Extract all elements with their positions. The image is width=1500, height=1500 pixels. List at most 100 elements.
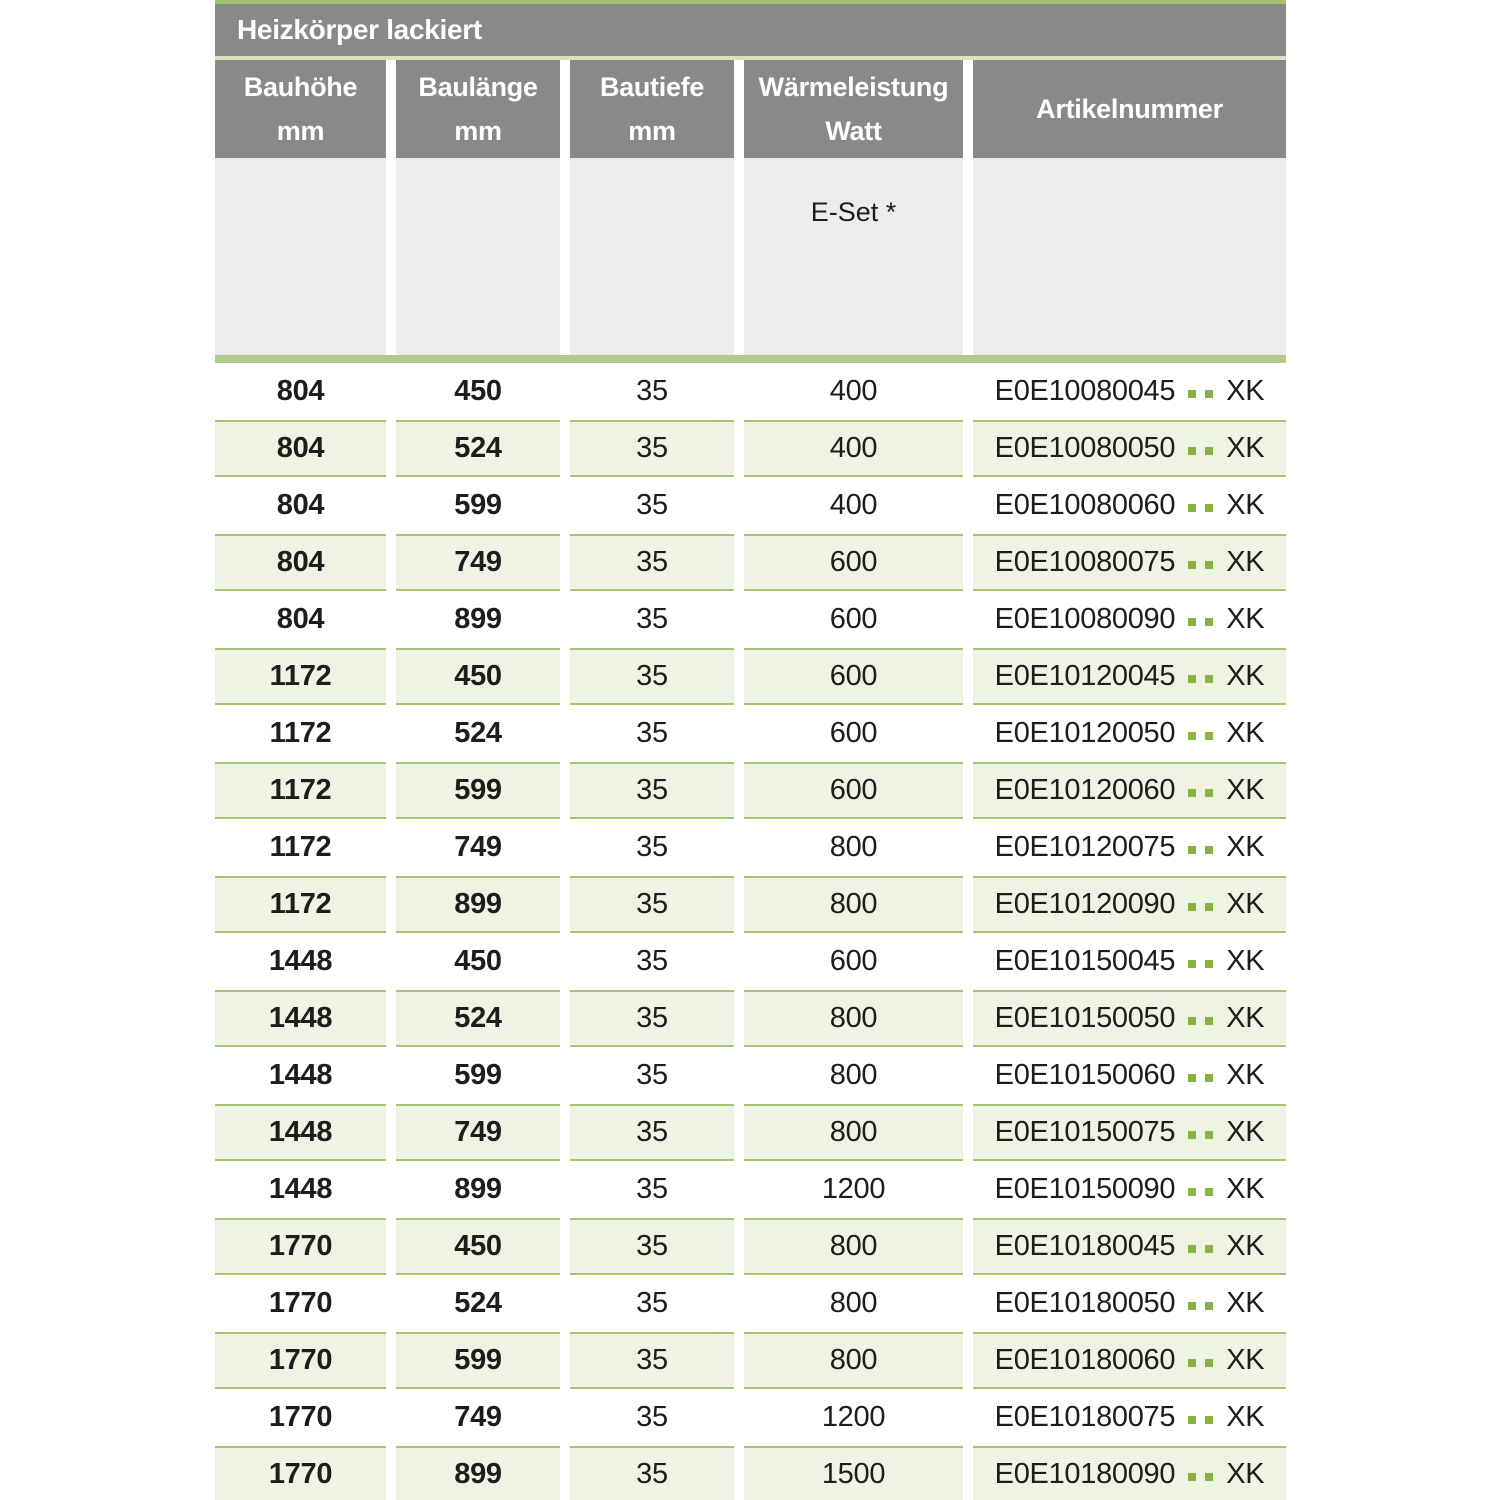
green-dot-icon xyxy=(1205,1017,1214,1025)
artikel-prefix: E0E10180075 xyxy=(994,1401,1176,1433)
cell-bautiefe: 35 xyxy=(570,1104,734,1161)
cell-artikelnummer: E0E10080050 XK xyxy=(973,420,1286,477)
subheader-baulaenge xyxy=(396,158,560,355)
cell-artikelnummer: E0E10080075 XK xyxy=(973,534,1286,591)
green-dot-icon xyxy=(1188,789,1197,797)
table-row: 1172 899 35 800 E0E10120090 XK xyxy=(215,876,1286,933)
cell-watt: 600 xyxy=(829,603,878,635)
cell-watt: 800 xyxy=(829,831,878,863)
table-row: 1172 749 35 800 E0E10120075 XK xyxy=(215,819,1286,876)
cell-bauhoehe: 1448 xyxy=(215,1104,386,1161)
artikelnummer-value: E0E10080045 XK xyxy=(995,375,1265,408)
artikel-suffix: XK xyxy=(1226,1230,1265,1262)
cell-bautiefe: 35 xyxy=(636,831,668,863)
green-dot-icon xyxy=(1188,618,1197,626)
green-dot-icon xyxy=(1205,846,1214,854)
cell-artikelnummer: E0E10150075 XK xyxy=(973,1104,1286,1161)
artikel-prefix: E0E10080050 xyxy=(994,432,1176,464)
artikel-suffix: XK xyxy=(1226,1344,1265,1376)
cell-baulaenge: 450 xyxy=(396,1218,560,1275)
cell-artikelnummer: E0E10150060 XK xyxy=(973,1047,1286,1104)
artikel-suffix: XK xyxy=(1226,1287,1265,1319)
cell-baulaenge: 599 xyxy=(454,489,502,521)
e-set-label: E-Set * xyxy=(810,197,897,227)
cell-bautiefe: 35 xyxy=(570,990,734,1047)
cell-watt: 1200 xyxy=(821,1401,886,1433)
cell-bauhoehe: 1172 xyxy=(269,831,332,863)
cell-bautiefe: 35 xyxy=(570,534,734,591)
cell-artikelnummer: E0E10080060 XK xyxy=(973,477,1286,534)
cell-baulaenge: 899 xyxy=(454,603,502,635)
artikel-prefix: E0E10180045 xyxy=(994,1230,1176,1262)
cell-baulaenge: 749 xyxy=(454,831,502,863)
header-baulaenge-label: Baulänge xyxy=(418,72,538,102)
cell-watt: 600 xyxy=(744,534,963,591)
cell-bautiefe: 35 xyxy=(570,648,734,705)
artikel-suffix: XK xyxy=(1226,1458,1265,1490)
artikel-prefix: E0E10120045 xyxy=(994,660,1176,692)
cell-bauhoehe: 1770 xyxy=(268,1287,333,1319)
cell-bauhoehe: 804 xyxy=(215,420,386,477)
artikel-prefix: E0E10180050 xyxy=(994,1287,1176,1319)
cell-watt: 400 xyxy=(829,375,878,407)
header-artikelnummer-label: Artikelnummer xyxy=(1036,94,1223,124)
cell-watt: 600 xyxy=(829,945,878,977)
header-bauhoehe-label: Bauhöhe xyxy=(243,72,358,102)
cell-artikelnummer: E0E10150090 XK xyxy=(973,1161,1286,1218)
cell-artikelnummer: E0E10180075 XK xyxy=(973,1389,1286,1446)
table-row: 1448 749 35 800 E0E10150075 XK xyxy=(215,1104,1286,1161)
artikelnummer-value: E0E10080060 XK xyxy=(995,489,1265,522)
green-dot-icon xyxy=(1188,1473,1197,1481)
table-title-bar: Heizkörper lackiert xyxy=(215,4,1286,56)
cell-bauhoehe: 1770 xyxy=(215,1332,386,1389)
cell-baulaenge: 450 xyxy=(454,945,502,977)
artikelnummer-value: E0E10080050 XK xyxy=(995,432,1265,465)
cell-artikelnummer: E0E10150045 XK xyxy=(973,933,1286,990)
artikel-suffix: XK xyxy=(1226,603,1265,635)
green-dot-icon xyxy=(1188,1302,1197,1310)
artikel-suffix: XK xyxy=(1226,1002,1265,1034)
cell-bautiefe: 35 xyxy=(570,1332,734,1389)
green-dot-icon xyxy=(1188,1416,1197,1424)
green-dot-icon xyxy=(1205,675,1214,683)
cell-artikelnummer: E0E10080090 XK xyxy=(973,591,1286,648)
green-dot-icon xyxy=(1205,447,1214,455)
artikelnummer-value: E0E10120090 XK xyxy=(995,888,1265,921)
artikel-prefix: E0E10180090 xyxy=(994,1458,1176,1490)
cell-watt: 800 xyxy=(829,1287,878,1319)
header-bautiefe-label: Bautiefe xyxy=(599,72,705,102)
cell-bauhoehe: 1770 xyxy=(268,1401,333,1433)
green-dot-icon xyxy=(1205,561,1214,569)
header-artikelnummer: Artikelnummer xyxy=(973,60,1286,158)
cell-baulaenge: 749 xyxy=(454,1401,502,1433)
table-row: 1770 450 35 800 E0E10180045 XK xyxy=(215,1218,1286,1275)
table-row: 1770 524 35 800 E0E10180050 XK xyxy=(215,1275,1286,1332)
green-dot-icon xyxy=(1188,1074,1197,1082)
green-dot-icon xyxy=(1188,846,1197,854)
green-dot-icon xyxy=(1188,447,1197,455)
cell-watt: 800 xyxy=(829,1059,878,1091)
cell-bautiefe: 35 xyxy=(570,762,734,819)
cell-watt: 800 xyxy=(744,1218,963,1275)
table-row: 1448 599 35 800 E0E10150060 XK xyxy=(215,1047,1286,1104)
cell-watt: 800 xyxy=(744,1104,963,1161)
artikel-prefix: E0E10150060 xyxy=(994,1059,1176,1091)
cell-baulaenge: 899 xyxy=(396,876,560,933)
cell-artikelnummer: E0E10150050 XK xyxy=(973,990,1286,1047)
cell-watt: 600 xyxy=(744,648,963,705)
cell-watt: 800 xyxy=(744,990,963,1047)
cell-bauhoehe: 1448 xyxy=(268,945,333,977)
artikel-prefix: E0E10080060 xyxy=(994,489,1176,521)
cell-artikelnummer: E0E10180050 XK xyxy=(973,1275,1286,1332)
artikel-suffix: XK xyxy=(1226,945,1265,977)
cell-bauhoehe: 804 xyxy=(276,375,325,407)
artikelnummer-value: E0E10120045 XK xyxy=(995,660,1265,693)
subheader-row: E-Set * xyxy=(215,158,1286,355)
green-dot-icon xyxy=(1205,1359,1214,1367)
cell-bauhoehe: 804 xyxy=(276,489,325,521)
green-dot-icon xyxy=(1205,504,1214,512)
cell-baulaenge: 524 xyxy=(396,990,560,1047)
artikel-suffix: XK xyxy=(1226,888,1265,920)
green-dot-icon xyxy=(1188,561,1197,569)
